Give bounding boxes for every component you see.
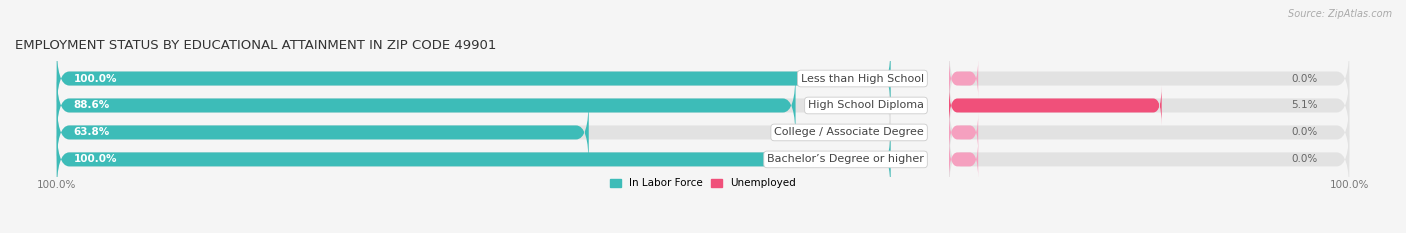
Text: 0.0%: 0.0% <box>1291 154 1317 164</box>
Text: High School Diploma: High School Diploma <box>808 100 924 110</box>
FancyBboxPatch shape <box>56 45 890 112</box>
FancyBboxPatch shape <box>949 72 1350 139</box>
FancyBboxPatch shape <box>56 72 890 139</box>
Text: 0.0%: 0.0% <box>1291 127 1317 137</box>
Text: Less than High School: Less than High School <box>801 74 924 83</box>
Text: EMPLOYMENT STATUS BY EDUCATIONAL ATTAINMENT IN ZIP CODE 49901: EMPLOYMENT STATUS BY EDUCATIONAL ATTAINM… <box>15 39 496 52</box>
FancyBboxPatch shape <box>56 126 890 193</box>
FancyBboxPatch shape <box>949 58 979 99</box>
Text: Source: ZipAtlas.com: Source: ZipAtlas.com <box>1288 9 1392 19</box>
FancyBboxPatch shape <box>56 126 890 193</box>
FancyBboxPatch shape <box>949 126 1350 193</box>
Text: Bachelor’s Degree or higher: Bachelor’s Degree or higher <box>768 154 924 164</box>
Text: College / Associate Degree: College / Associate Degree <box>775 127 924 137</box>
Text: 5.1%: 5.1% <box>1291 100 1317 110</box>
FancyBboxPatch shape <box>949 45 1350 112</box>
FancyBboxPatch shape <box>949 140 979 179</box>
Legend: In Labor Force, Unemployed: In Labor Force, Unemployed <box>606 174 800 193</box>
Text: 100.0%: 100.0% <box>73 154 117 164</box>
FancyBboxPatch shape <box>949 86 1161 125</box>
FancyBboxPatch shape <box>949 113 979 152</box>
FancyBboxPatch shape <box>56 99 890 166</box>
Text: 100.0%: 100.0% <box>73 74 117 83</box>
Text: 63.8%: 63.8% <box>73 127 110 137</box>
FancyBboxPatch shape <box>56 99 589 166</box>
FancyBboxPatch shape <box>56 72 796 139</box>
FancyBboxPatch shape <box>949 99 1350 166</box>
Text: 0.0%: 0.0% <box>1291 74 1317 83</box>
Text: 88.6%: 88.6% <box>73 100 110 110</box>
FancyBboxPatch shape <box>56 45 890 112</box>
